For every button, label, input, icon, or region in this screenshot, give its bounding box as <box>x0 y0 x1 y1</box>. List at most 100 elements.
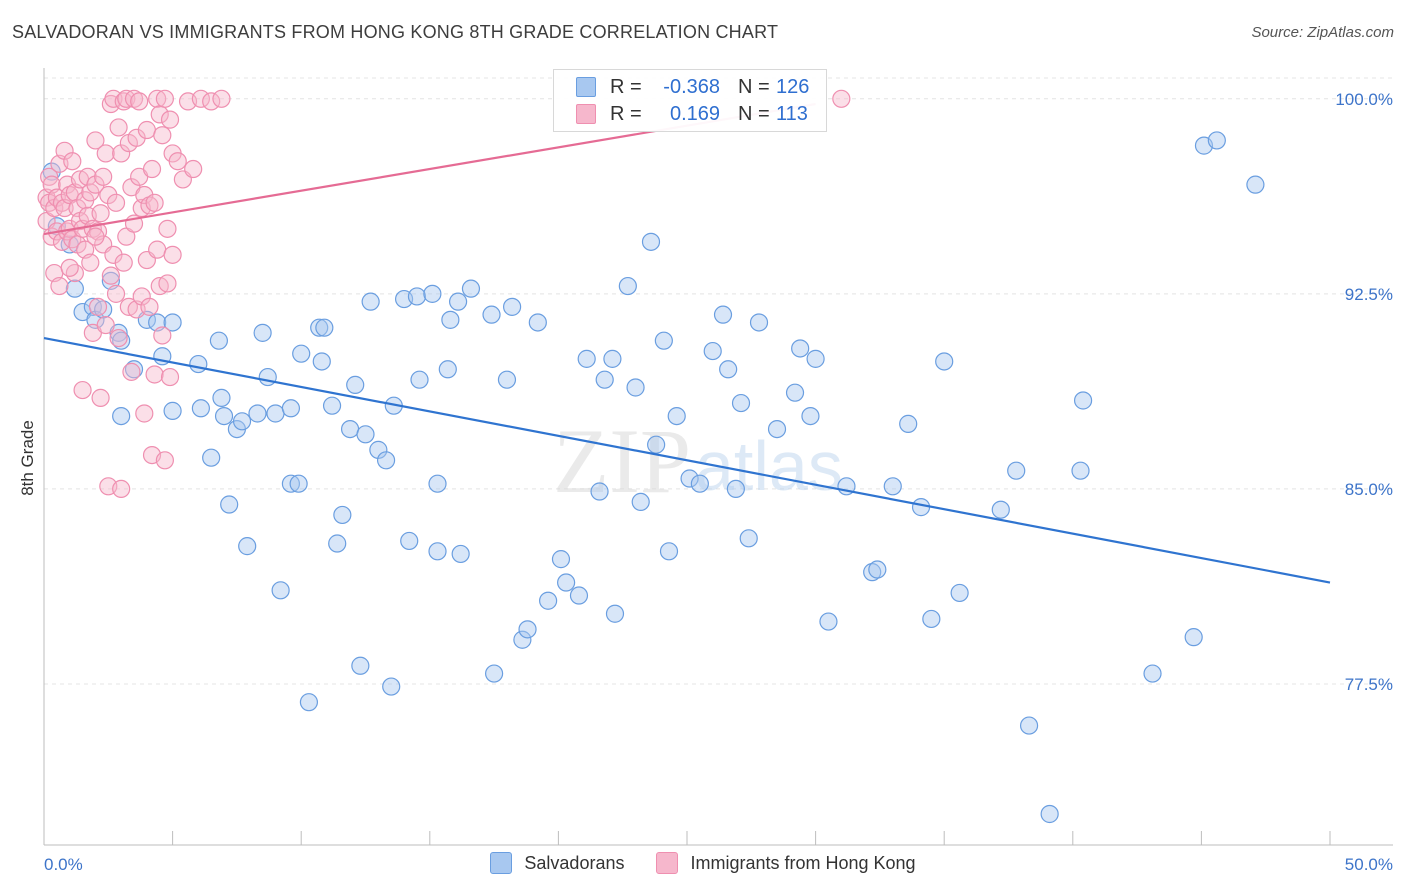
hong-kong-point <box>153 326 172 345</box>
hong-kong-point <box>86 131 105 150</box>
salvadorans-point <box>271 581 290 600</box>
salvadorans-point <box>659 542 679 561</box>
hong-kong-point <box>65 263 84 283</box>
salvadorans-point <box>238 537 257 556</box>
hong-kong-point <box>99 185 118 205</box>
salvadorans-point <box>1007 461 1026 480</box>
y-axis-title: 8th Grade <box>18 420 37 496</box>
salvadorans-point <box>551 550 571 569</box>
salvadorans-point <box>202 448 221 467</box>
salvadorans-point <box>376 451 396 470</box>
salvadorans-point <box>603 349 622 368</box>
salvadorans-point <box>112 406 131 426</box>
watermark: ZIP atlas <box>553 410 843 512</box>
legend-r-value: -0.368 <box>663 75 720 98</box>
hong-kong-point <box>184 159 203 179</box>
hong-kong-point <box>91 204 110 223</box>
salvadorans-point <box>791 339 810 358</box>
salvadorans-point <box>641 232 661 251</box>
salvadorans-point <box>212 388 231 407</box>
hong-kong-point <box>86 227 105 246</box>
hong-kong-point <box>91 388 110 407</box>
legend-swatch-pink <box>576 104 596 124</box>
salvadorans-point <box>310 318 329 337</box>
legend-n-label: N = <box>738 75 770 98</box>
legend-n-value: 113 <box>776 102 808 125</box>
salvadorans-point <box>299 693 319 712</box>
axes <box>43 68 1393 846</box>
salvadorans-point <box>1019 716 1039 735</box>
salvadorans-point <box>428 542 447 561</box>
salvadorans-point <box>1143 664 1162 683</box>
hong-kong-point <box>106 284 126 303</box>
salvadorans-point <box>292 344 311 363</box>
hong-kong-point <box>135 404 154 423</box>
grid-lines <box>44 77 1393 685</box>
hong-kong-point <box>202 92 221 111</box>
x-tick-label-min: 0.0% <box>44 855 83 874</box>
salvadorans-point <box>410 370 429 389</box>
salvadorans-point <box>528 313 547 332</box>
salvadorans-point <box>266 404 285 423</box>
salvadorans-point <box>497 370 517 389</box>
legend-n-value: 126 <box>776 75 810 98</box>
hong-kong-point <box>112 479 131 499</box>
salvadorans-point <box>191 399 210 418</box>
salvadorans-point <box>749 313 769 332</box>
y-tick-label: 100.0% <box>1335 90 1393 109</box>
salvadorans-point <box>713 305 733 324</box>
salvadorans-point <box>806 349 825 368</box>
salvadorans-point <box>220 495 239 514</box>
salvadorans-point <box>482 305 501 324</box>
salvadorans-point <box>248 404 267 423</box>
salvadorans-point <box>356 425 375 444</box>
salvadorans-point <box>289 474 308 493</box>
hong-kong-point <box>145 193 164 212</box>
salvadorans-point <box>423 284 442 303</box>
hong-kong-point <box>96 315 115 335</box>
watermark-zip: ZIP <box>553 410 691 512</box>
salvadorans-point <box>991 500 1010 519</box>
series-label: Immigrants from Hong Kong <box>690 852 916 873</box>
salvadorans-point <box>451 544 470 564</box>
salvadorans-point <box>258 367 277 387</box>
salvadorans-point <box>590 482 609 501</box>
salvadorans-point <box>654 331 673 350</box>
salvadorans-point <box>539 591 558 610</box>
salvadorans-point <box>719 360 738 379</box>
salvadorans-point <box>1071 461 1090 480</box>
salvadorans-point <box>1073 391 1093 410</box>
y-tick-label: 85.0% <box>1345 480 1393 499</box>
legend-r-label: R = <box>610 102 642 125</box>
tick-labels: 77.5% 85.0% 92.5% 100.0% 0.0% 50.0% 8th Grade <box>18 90 1393 874</box>
salvadorans-point <box>605 604 625 623</box>
hong-kong-point <box>88 297 108 316</box>
salvadorans-point <box>441 310 460 329</box>
salvadorans-point <box>647 435 666 454</box>
salvadorans-point <box>333 505 352 525</box>
hong-kong-point <box>160 110 180 129</box>
hong-kong-point <box>101 266 120 285</box>
series-legend-hong-kong: Immigrants from Hong Kong <box>656 852 916 874</box>
salvadorans-point <box>281 474 301 493</box>
hong-kong-point <box>145 365 164 384</box>
hong-kong-point <box>148 240 167 259</box>
salvadorans-point <box>1246 175 1265 194</box>
hong-kong-point <box>168 152 187 171</box>
salvadorans-point <box>328 534 347 553</box>
x-tick-label-max: 50.0% <box>1345 855 1393 874</box>
hong-kong-point <box>155 89 174 108</box>
salvadorans-point <box>312 352 331 371</box>
series-label: Salvadorans <box>524 852 625 873</box>
salvadorans-point <box>438 360 457 379</box>
hong-kong-point <box>50 276 69 296</box>
salvadorans-point <box>361 292 380 311</box>
hong-kong-point <box>191 89 210 108</box>
salvadorans-point <box>922 609 941 629</box>
hong-kong-point <box>114 253 133 272</box>
salvadorans-point <box>163 401 182 420</box>
salvadorans-point <box>428 474 447 493</box>
hong-kong-point <box>158 274 177 293</box>
salvadorans-point <box>253 323 272 342</box>
salvadorans-point <box>1040 804 1059 824</box>
